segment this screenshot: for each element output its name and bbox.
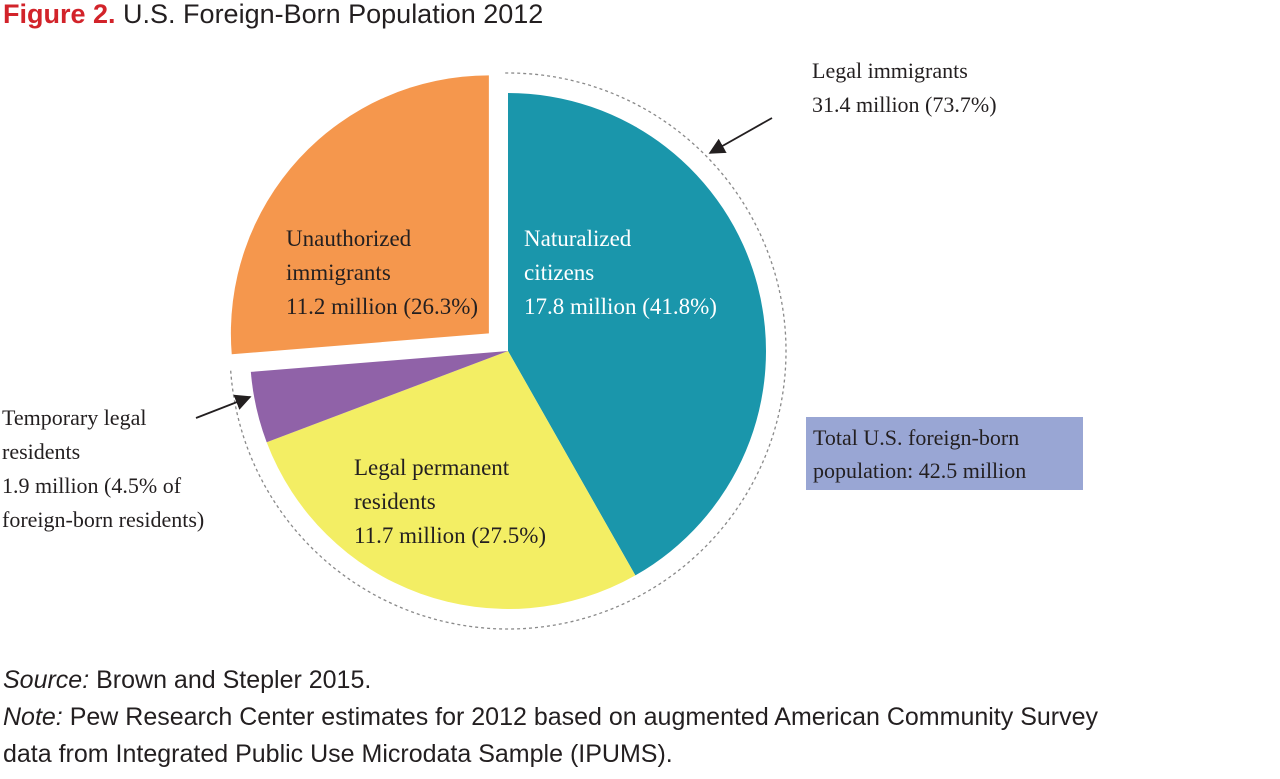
temporary-residents-line-2: residents bbox=[2, 439, 81, 464]
slice-label-naturalized-line: citizens bbox=[524, 260, 594, 285]
pie-slice-temporary bbox=[250, 351, 508, 443]
note-line-2: data from Integrated Public Use Microdat… bbox=[3, 740, 673, 768]
slice-label-naturalized-line: 17.8 million (41.8%) bbox=[524, 294, 717, 319]
temporary-residents-line-4: foreign-born residents) bbox=[2, 507, 205, 532]
pie-slice-permanent bbox=[266, 351, 636, 609]
temporary-residents-line-3: 1.9 million (4.5% of bbox=[2, 473, 182, 498]
note-text: Pew Research Center estimates for 2012 b… bbox=[62, 703, 1099, 731]
legal-immigrants-annotation: Legal immigrants 31.4 million (73.7%) bbox=[812, 54, 997, 122]
slice-label-naturalized: Naturalized citizens 17.8 million (41.8%) bbox=[524, 226, 717, 319]
legal-immigrants-arrow bbox=[708, 117, 773, 154]
pie-slice-labels: Naturalized citizens 17.8 million (41.8%) L… bbox=[286, 226, 717, 548]
source-text: Brown and Stepler 2015. bbox=[89, 666, 372, 694]
slice-label-unauthorized-line: Unauthorized bbox=[286, 226, 412, 251]
figure-number: Figure 2. bbox=[3, 0, 116, 29]
slice-label-permanent-line: residents bbox=[354, 489, 436, 514]
note-line: Note: Pew Research Center estimates for … bbox=[3, 699, 1098, 736]
pie-chart: Naturalized citizens 17.8 million (41.8%) L… bbox=[195, 72, 787, 630]
slice-label-permanent: Legal permanent residents 11.7 million (27… bbox=[354, 455, 546, 548]
source-label: Source: bbox=[3, 666, 90, 694]
total-population-line-2: population: 42.5 million bbox=[813, 458, 1027, 483]
pie-slices bbox=[230, 75, 766, 609]
slice-label-permanent-line: 11.7 million (27.5%) bbox=[354, 523, 546, 548]
slice-label-unauthorized-line: immigrants bbox=[286, 260, 391, 285]
slice-label-unauthorized-line: 11.2 million (26.3%) bbox=[286, 294, 478, 319]
legal-immigrants-bracket-arc bbox=[229, 72, 787, 630]
chart-title: U.S. Foreign-Born Population 2012 bbox=[123, 0, 544, 29]
figure-title: Figure 2. U.S. Foreign-Born Population 2… bbox=[3, 0, 543, 30]
source-line: Source: Brown and Stepler 2015. bbox=[3, 662, 1098, 699]
slice-label-naturalized-line: Naturalized bbox=[524, 226, 632, 251]
temporary-residents-arrow bbox=[195, 394, 252, 419]
pie-slice-unauthorized bbox=[230, 75, 489, 355]
legal-immigrants-value: 31.4 million (73.7%) bbox=[812, 92, 997, 117]
slice-label-unauthorized: Unauthorized immigrants 11.2 million (26.3… bbox=[286, 226, 478, 319]
total-population-box: Total U.S. foreign-born population: 42.5… bbox=[806, 417, 1083, 490]
total-population-line-1: Total U.S. foreign-born bbox=[813, 425, 1020, 450]
legal-immigrants-title: Legal immigrants bbox=[812, 58, 968, 83]
temporary-residents-line-1: Temporary legal bbox=[2, 405, 147, 430]
temporary-residents-annotation: Temporary legal residents 1.9 million (4… bbox=[2, 401, 204, 537]
pie-slice-naturalized bbox=[508, 93, 766, 576]
footnotes: Source: Brown and Stepler 2015. Note: Pe… bbox=[3, 662, 1098, 773]
note-label: Note: bbox=[3, 703, 63, 731]
slice-label-permanent-line: Legal permanent bbox=[354, 455, 510, 480]
